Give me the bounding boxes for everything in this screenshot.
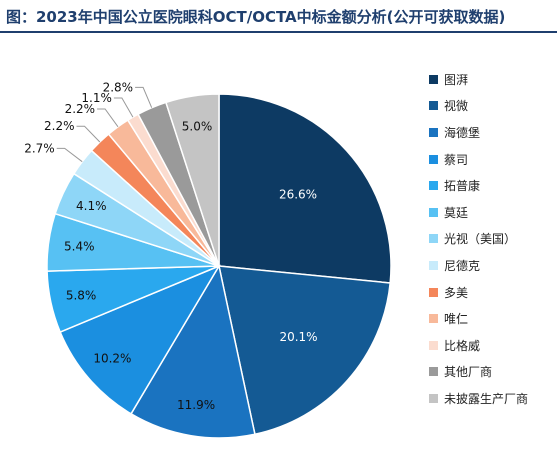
legend-swatch [429,154,438,164]
leader-line-比格威 [113,97,134,118]
legend-label: 唯仁 [444,312,469,327]
leader-line-尼德克 [56,147,83,163]
legend-label: 未披露生产厂商 [444,391,529,406]
legend-item-比格威: 比格威 [429,332,555,359]
legend-label: 光视（美国） [444,232,517,247]
data-label-未披露生产厂商: 5.0% [182,120,213,134]
legend-label: 蔡司 [444,152,469,167]
legend-item-海德堡: 海德堡 [429,119,555,146]
legend-swatch [429,340,438,350]
data-label-其他厂商: 2.8% [103,80,134,94]
legend-label: 其他厂商 [444,365,493,380]
legend-label: 拓普康 [444,179,481,194]
legend-label: 比格威 [444,338,481,353]
data-label-比格威: 1.1% [81,91,112,105]
legend-swatch [429,314,438,324]
legend-label: 多美 [444,285,469,300]
legend-swatch [429,74,438,84]
legend-item-蔡司: 蔡司 [429,146,555,173]
legend-label: 视微 [444,99,469,114]
legend-item-唯仁: 唯仁 [429,305,555,332]
leader-line-其他厂商 [135,86,153,108]
legend-label: 海德堡 [444,125,481,140]
leader-line-多美 [76,125,101,143]
title-underline [0,31,557,33]
legend-item-多美: 多美 [429,279,555,306]
data-label-蔡司: 10.2% [93,351,131,365]
legend-label: 图湃 [444,72,469,87]
legend-item-光视-美国-: 光视（美国） [429,226,555,253]
leader-line-唯仁 [97,108,119,128]
legend-item-未披露生产厂商: 未披露生产厂商 [429,385,555,412]
legend-swatch [429,101,438,111]
data-label-图湃: 26.6% [279,187,317,201]
data-label-拓普康: 5.8% [66,289,97,303]
pie-slice-图湃 [218,93,392,284]
pie-slice-蔡司 [59,264,221,415]
legend-swatch [429,234,438,244]
legend-swatch [429,287,438,297]
pie-slice-海德堡 [130,263,256,439]
legend-item-拓普康: 拓普康 [429,172,555,199]
chart-legend: 图湃视微海德堡蔡司拓普康莫廷光视（美国） 尼德克多美唯仁比格威其他厂商未披露生产厂… [429,66,555,412]
data-label-视微: 20.1% [279,330,317,344]
legend-label: 莫廷 [444,205,469,220]
data-label-唯仁: 2.2% [65,102,96,116]
legend-item-其他厂商: 其他厂商 [429,359,555,386]
data-label-多美: 2.2% [44,119,75,133]
data-label-莫廷: 5.4% [64,239,95,253]
legend-item-视微: 视微 [429,93,555,120]
legend-item-尼德克: 尼德克 [429,252,555,279]
pie-slice-未披露生产厂商 [164,93,220,267]
pie-slice-视微 [218,265,391,436]
legend-swatch [429,393,438,403]
data-label-光视-美国-: 4.1% [76,199,107,213]
legend-swatch [429,127,438,137]
legend-swatch [429,207,438,217]
data-label-尼德克: 2.7% [24,141,55,155]
data-label-海德堡: 11.9% [177,398,215,412]
legend-swatch [429,260,438,270]
legend-item-图湃: 图湃 [429,66,555,93]
legend-label: 尼德克 [444,258,481,273]
legend-swatch [429,367,438,377]
legend-item-莫廷: 莫廷 [429,199,555,226]
chart-title: 图：2023年中国公立医院眼科OCT/OCTA中标金额分析(公开可获取数据) [6,8,506,26]
legend-swatch [429,181,438,191]
